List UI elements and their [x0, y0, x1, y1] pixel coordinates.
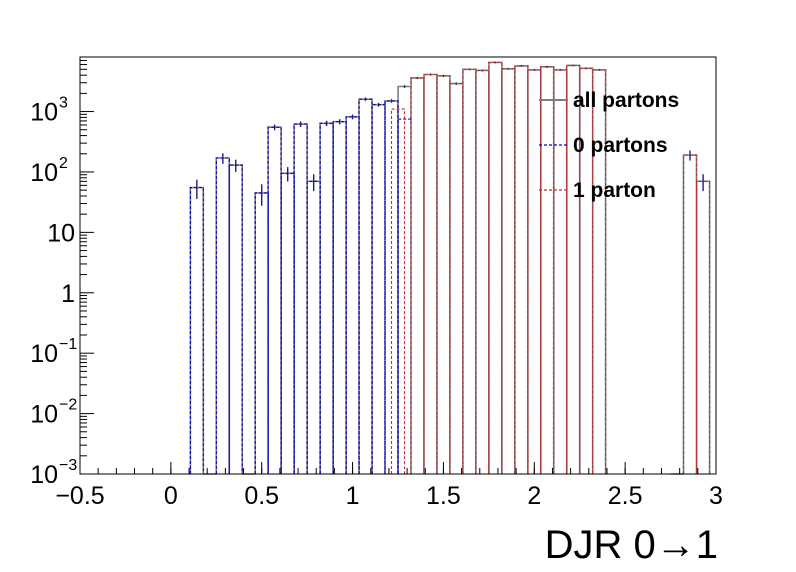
- y-tick-exponent: −3: [59, 457, 77, 474]
- x-tick-label: −0.5: [55, 482, 104, 510]
- y-tick-label: 10: [30, 461, 58, 489]
- x-tick-label: 0.5: [244, 482, 279, 510]
- x-tick-label: 1: [346, 482, 360, 510]
- y-tick-exponent: 3: [59, 95, 68, 112]
- y-tick-label: 10: [30, 159, 58, 187]
- legend: all partons 0 partons 1 parton: [539, 89, 679, 202]
- legend-entry-label: 1 parton: [573, 179, 656, 202]
- x-tick-label: 2.5: [608, 482, 643, 510]
- y-tick-label: 10: [47, 219, 75, 247]
- y-tick-exponent: −2: [59, 397, 77, 414]
- legend-entry-label: all partons: [573, 89, 679, 112]
- histogram-outline-2: [390, 61, 711, 475]
- y-tick-label: 10: [30, 401, 58, 429]
- x-tick-label: 0: [164, 482, 178, 510]
- x-axis-label: DJR 0→1: [545, 523, 718, 567]
- legend-entry-label: 0 partons: [573, 134, 668, 157]
- plot-frame: [79, 56, 717, 475]
- y-tick-label: 1: [61, 280, 75, 308]
- histogram-series-layer: [189, 61, 711, 475]
- y-tick-label: 10: [30, 99, 58, 127]
- y-tick-exponent: 2: [59, 155, 68, 172]
- x-tick-label: 3: [709, 482, 723, 510]
- x-axis-ticks: −0.5 0 0.5 1 1.5 2 2.5 3: [55, 462, 723, 510]
- y-tick-exponent: −1: [59, 336, 77, 353]
- x-tick-label: 1.5: [426, 482, 461, 510]
- y-tick-label: 10: [30, 340, 58, 368]
- x-tick-label: 2: [527, 482, 541, 510]
- series-1-parton: [390, 61, 711, 475]
